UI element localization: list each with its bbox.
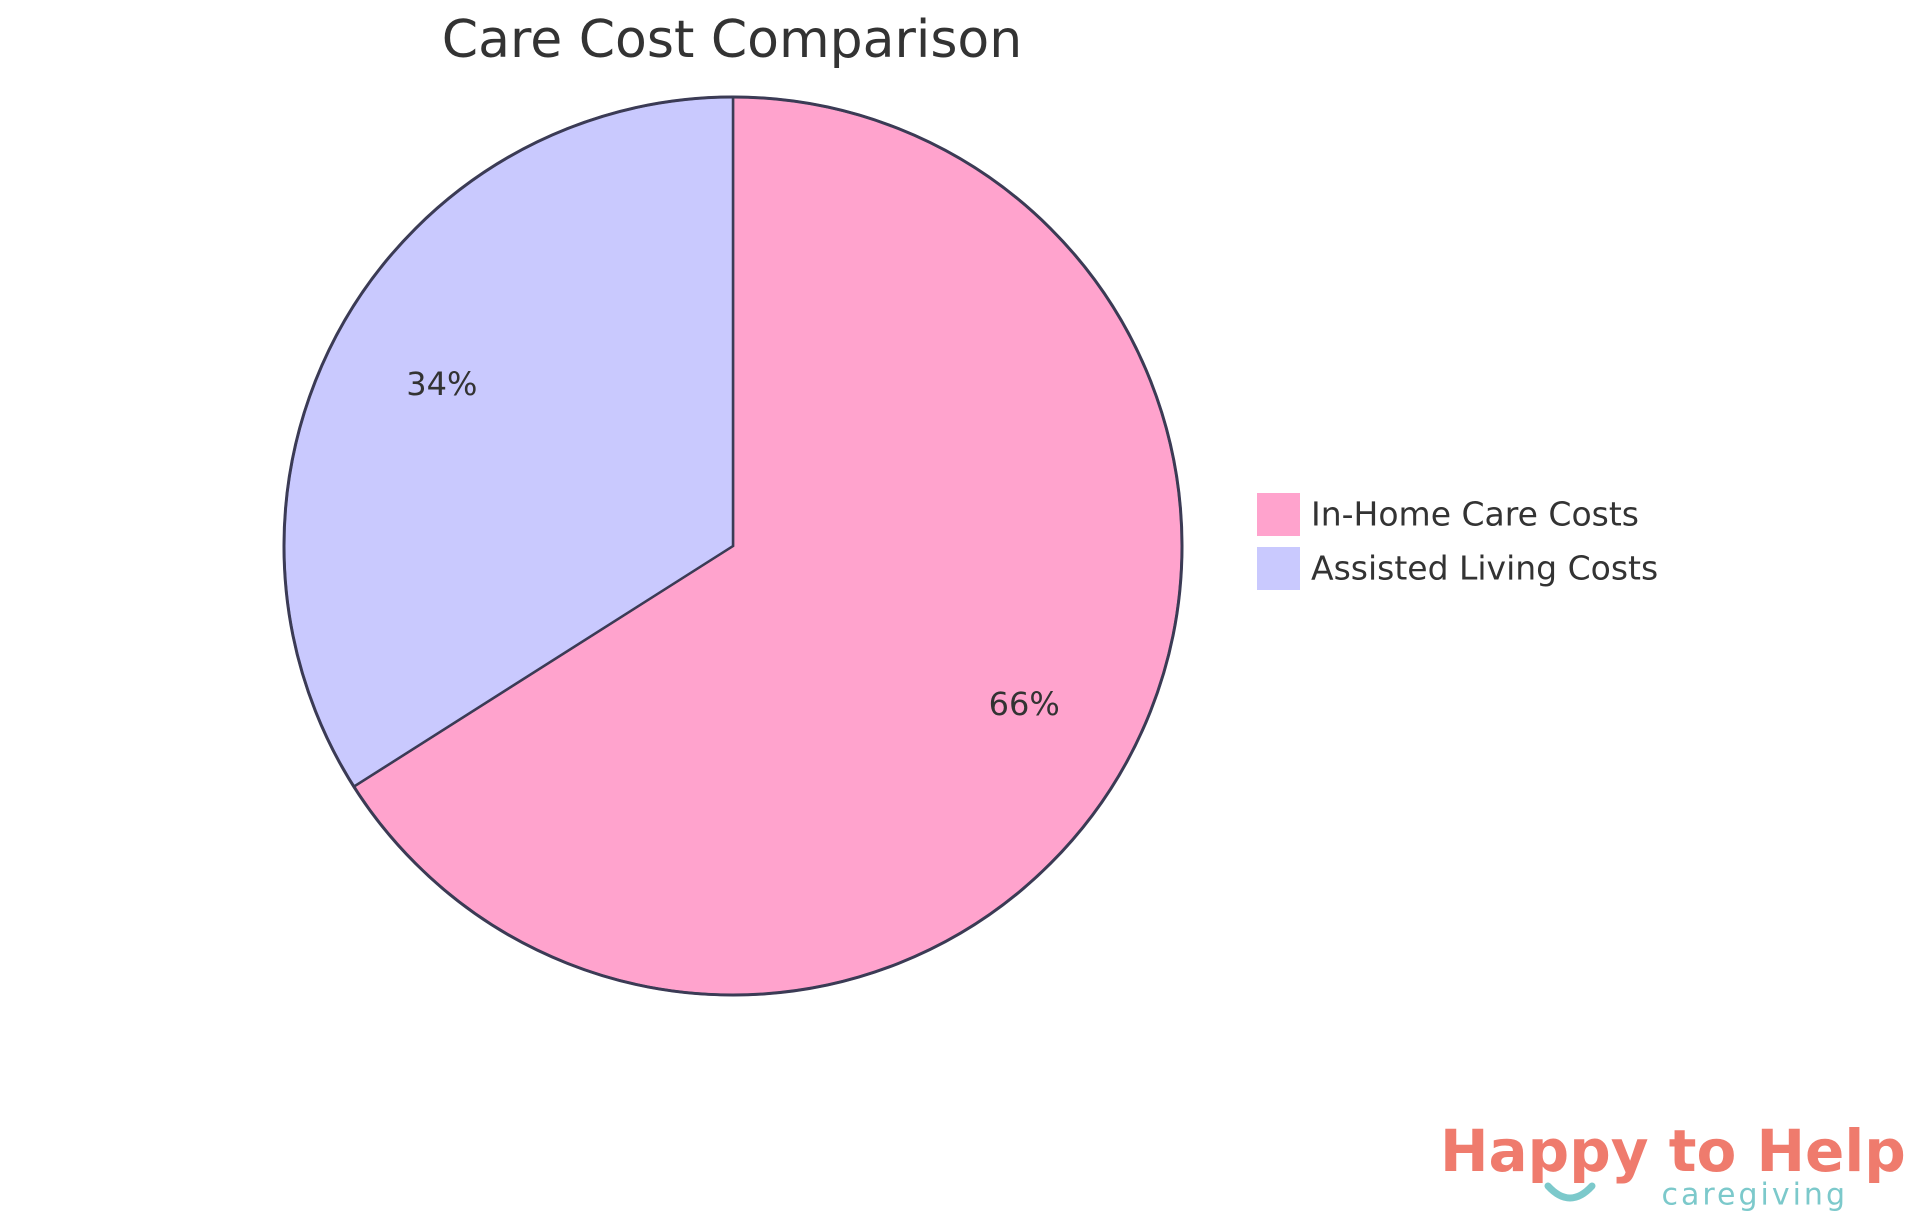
logo-tagline: caregiving xyxy=(1661,1178,1848,1213)
legend-swatch xyxy=(1255,545,1302,592)
pie-outline xyxy=(282,95,1184,997)
chart-title: Care Cost Comparison xyxy=(442,10,1022,70)
logo-smile xyxy=(1544,1182,1596,1202)
slice-label: 34% xyxy=(406,365,477,403)
legend-swatch xyxy=(1255,491,1302,538)
logo-name: Happy to Help xyxy=(1440,1117,1906,1185)
legend-label: In-Home Care Costs xyxy=(1311,495,1639,534)
slice-label: 66% xyxy=(989,685,1060,723)
legend-label: Assisted Living Costs xyxy=(1311,549,1658,588)
